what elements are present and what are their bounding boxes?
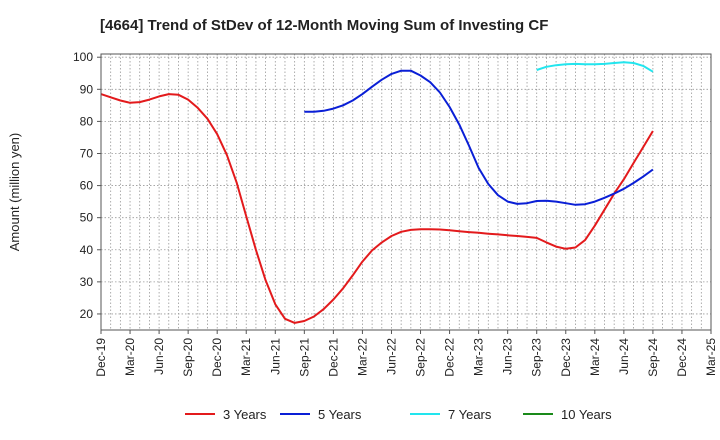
y-tick-label: 30 — [80, 275, 94, 289]
legend-item-7-years: 7 Years — [410, 407, 492, 422]
x-tick-label: Sep-22 — [414, 338, 428, 377]
chart-title: [4664] Trend of StDev of 12-Month Moving… — [100, 17, 548, 34]
x-tick-label: Jun-21 — [268, 338, 282, 375]
y-tick-label: 40 — [80, 243, 94, 257]
y-axis-ticks: 20 30 40 50 60 70 80 90 100 — [73, 50, 101, 321]
y-tick-label: 70 — [80, 146, 94, 160]
x-tick-label: Dec-21 — [326, 338, 340, 377]
x-tick-label: Jun-20 — [152, 338, 166, 375]
series-line-7-years — [536, 61, 654, 73]
x-tick-label: Mar-20 — [123, 338, 137, 376]
y-tick-label: 20 — [80, 307, 94, 321]
x-tick-label: Jun-23 — [501, 338, 515, 375]
x-tick-label: Sep-21 — [297, 338, 311, 377]
x-tick-label: Mar-23 — [472, 338, 486, 376]
x-tick-label: Dec-23 — [559, 338, 573, 377]
x-tick-label: Dec-20 — [210, 338, 224, 377]
x-tick-label: Dec-24 — [675, 338, 689, 377]
x-tick-label: Dec-19 — [94, 338, 108, 377]
legend-label: 3 Years — [223, 407, 267, 422]
legend-label: 5 Years — [318, 407, 362, 422]
y-axis-label: Amount (million yen) — [7, 133, 22, 252]
x-tick-label: Mar-25 — [704, 338, 718, 376]
y-tick-label: 100 — [73, 50, 93, 64]
legend-item-3-years: 3 Years — [185, 407, 267, 422]
legend-label: 7 Years — [448, 407, 492, 422]
y-tick-label: 50 — [80, 211, 94, 225]
legend-label: 10 Years — [561, 407, 612, 422]
y-tick-label: 60 — [80, 179, 94, 193]
x-axis-ticks: Dec-19 Mar-20 Jun-20 Sep-20 Dec-20 Mar-21 Jun-… — [94, 330, 718, 377]
series-lines — [100, 61, 654, 324]
x-tick-label: Sep-24 — [646, 338, 660, 377]
x-tick-label: Dec-22 — [443, 338, 457, 377]
x-tick-label: Mar-22 — [355, 338, 369, 376]
x-tick-label: Jun-22 — [384, 338, 398, 375]
plot-frame — [100, 53, 712, 331]
x-tick-label: Jun-24 — [617, 338, 631, 375]
series-line-3-years — [100, 93, 654, 324]
x-tick-label: Sep-23 — [530, 338, 544, 377]
y-tick-label: 90 — [80, 82, 94, 96]
legend: 3 Years 5 Years 7 Years 10 Years — [185, 407, 612, 422]
x-tick-label: Mar-24 — [588, 338, 602, 376]
x-tick-label: Sep-20 — [181, 338, 195, 377]
y-tick-label: 80 — [80, 114, 94, 128]
legend-item-10-years: 10 Years — [523, 407, 612, 422]
legend-item-5-years: 5 Years — [280, 407, 362, 422]
x-tick-label: Mar-21 — [239, 338, 253, 376]
series-line-5-years — [304, 69, 654, 206]
gridlines — [101, 54, 711, 330]
